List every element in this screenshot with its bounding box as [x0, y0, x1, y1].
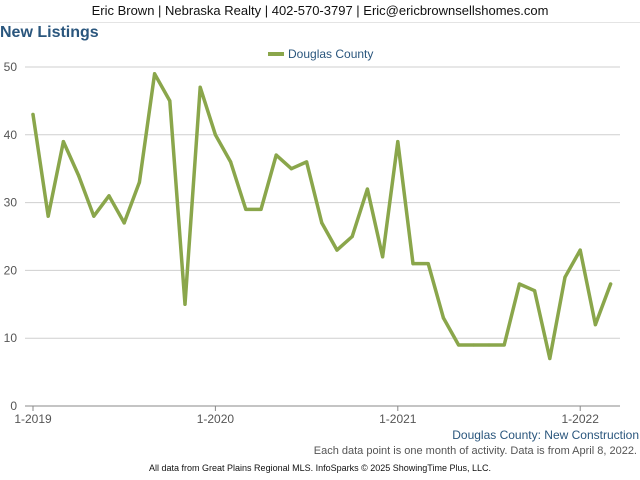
data-point	[502, 343, 506, 347]
y-tick-label: 20	[4, 263, 18, 277]
data-point	[350, 234, 354, 239]
contact-text: Eric Brown | Nebraska Realty | 402-570-3…	[91, 3, 549, 18]
data-point	[335, 248, 339, 252]
y-tick-label: 40	[4, 128, 18, 142]
data-point	[153, 72, 157, 76]
data-point	[426, 262, 430, 266]
data-point	[289, 167, 293, 171]
footer-attribution: All data from Great Plains Regional MLS.…	[149, 463, 491, 473]
x-tick-label: 1-2021	[379, 412, 417, 426]
y-tick-label: 10	[4, 331, 18, 345]
chart-title: New Listings	[0, 24, 99, 41]
data-point	[563, 275, 567, 279]
data-point	[92, 214, 96, 218]
data-point	[548, 356, 552, 361]
data-point	[487, 343, 491, 347]
data-point	[320, 221, 324, 225]
data-point	[457, 343, 461, 347]
data-point	[381, 255, 385, 259]
legend[interactable]: Douglas County	[268, 45, 373, 63]
series-line	[31, 72, 613, 361]
y-tick-label: 0	[10, 399, 17, 413]
data-point	[609, 282, 613, 286]
data-point	[472, 343, 476, 347]
data-point	[365, 187, 369, 191]
x-tick-label: 1-2022	[562, 412, 600, 426]
data-point	[259, 207, 263, 211]
data-point	[305, 160, 309, 164]
data-point	[396, 139, 400, 144]
y-tick-label: 50	[4, 60, 18, 74]
data-point	[244, 207, 248, 211]
y-tick-label: 30	[4, 196, 18, 210]
data-point	[274, 153, 278, 157]
data-point	[533, 289, 537, 293]
data-point	[46, 214, 50, 218]
data-point	[578, 248, 582, 252]
data-point	[61, 139, 65, 144]
data-point	[168, 99, 172, 103]
contact-header: Eric Brown | Nebraska Realty | 402-570-3…	[0, 0, 640, 23]
data-note: Each data point is one month of activity…	[313, 445, 637, 457]
data-point	[517, 282, 522, 286]
data-point	[411, 262, 415, 266]
data-point	[593, 323, 598, 327]
x-tick-label: 1-2020	[197, 412, 235, 426]
x-tick-label: 1-2019	[14, 412, 52, 426]
data-point	[77, 173, 81, 178]
legend-label: Douglas County	[288, 47, 374, 61]
series-caption: Douglas County: New Construction	[452, 428, 639, 442]
data-point	[31, 112, 35, 117]
data-point	[213, 133, 217, 137]
data-point	[183, 302, 187, 306]
legend-swatch	[268, 52, 284, 56]
data-point	[198, 85, 202, 89]
data-point	[122, 221, 126, 225]
data-point	[107, 194, 111, 198]
data-point	[441, 316, 445, 320]
data-point	[137, 180, 141, 184]
data-point	[229, 160, 233, 164]
